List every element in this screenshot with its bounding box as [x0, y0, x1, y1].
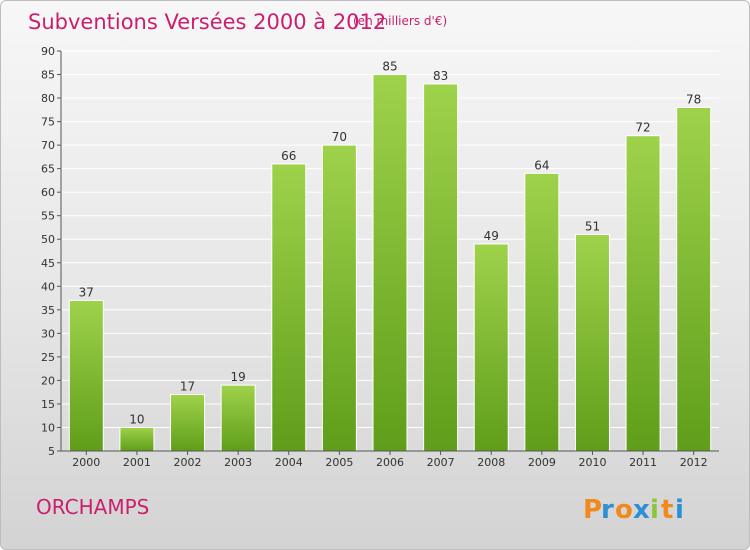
bar	[220, 384, 256, 452]
bar	[676, 106, 712, 452]
y-tick-label: 25	[41, 351, 55, 364]
chart-title: Subventions Versées 2000 à 2012	[28, 10, 387, 34]
bar-value-label: 17	[180, 380, 195, 394]
bar	[321, 144, 357, 452]
bar	[271, 163, 307, 452]
bar	[574, 234, 610, 452]
y-tick-label: 10	[41, 421, 55, 434]
bar	[524, 172, 560, 452]
x-tick-label: 2004	[275, 456, 303, 469]
x-tick-label: 2001	[123, 456, 151, 469]
bar-value-label: 83	[433, 69, 448, 83]
x-tick-label: 2008	[477, 456, 505, 469]
x-tick-label: 2006	[376, 456, 404, 469]
x-tick-label: 2012	[680, 456, 708, 469]
y-tick-label: 40	[41, 280, 55, 293]
bar	[68, 299, 104, 452]
y-tick-label: 80	[41, 92, 55, 105]
svg-text:x: x	[633, 495, 650, 525]
y-tick-label: 55	[41, 210, 55, 223]
bar-value-label: 85	[382, 60, 397, 74]
x-tick-label: 2003	[224, 456, 252, 469]
y-tick-label: 45	[41, 257, 55, 270]
svg-text:o: o	[615, 495, 633, 525]
y-tick-label: 5	[48, 445, 55, 458]
y-tick-label: 30	[41, 327, 55, 340]
y-tick-label: 15	[41, 398, 55, 411]
x-tick-label: 2000	[72, 456, 100, 469]
x-tick-label: 2007	[427, 456, 455, 469]
y-tick-label: 70	[41, 139, 55, 152]
y-tick-label: 35	[41, 304, 55, 317]
x-tick-label: 2002	[174, 456, 202, 469]
svg-text:i: i	[650, 495, 659, 525]
y-tick-label: 90	[41, 45, 55, 58]
bar-value-label: 70	[332, 130, 347, 144]
bar	[625, 135, 661, 452]
proxiti-logo: P r o x i t i	[583, 495, 684, 525]
bar-value-label: 64	[534, 158, 549, 172]
x-tick-label: 2011	[629, 456, 657, 469]
bar-value-label: 78	[686, 92, 701, 106]
bar	[372, 74, 408, 452]
x-tick-label: 2009	[528, 456, 556, 469]
x-tick-label: 2005	[325, 456, 353, 469]
y-tick-label: 85	[41, 69, 55, 82]
bar-value-label: 37	[79, 285, 94, 299]
y-tick-label: 75	[41, 116, 55, 129]
svg-text:r: r	[601, 495, 614, 525]
y-tick-label: 65	[41, 163, 55, 176]
x-tick-label: 2010	[578, 456, 606, 469]
bar-value-label: 72	[635, 121, 650, 135]
bar-value-label: 51	[585, 220, 600, 234]
y-tick-label: 20	[41, 374, 55, 387]
svg-text:t: t	[661, 495, 673, 525]
bar	[170, 394, 206, 452]
svg-text:P: P	[583, 495, 602, 525]
bar-value-label: 10	[129, 412, 144, 426]
bar-value-label: 19	[231, 370, 246, 384]
bar	[119, 426, 155, 452]
y-tick-label: 60	[41, 186, 55, 199]
bar	[423, 83, 459, 452]
svg-text:i: i	[675, 495, 684, 525]
y-tick-label: 50	[41, 233, 55, 246]
chart-unit-note: (en milliers d'€)	[353, 14, 448, 28]
commune-name: ORCHAMPS	[36, 495, 150, 519]
bar-value-label: 66	[281, 149, 296, 163]
bar	[473, 243, 509, 452]
bar-value-label: 49	[484, 229, 499, 243]
